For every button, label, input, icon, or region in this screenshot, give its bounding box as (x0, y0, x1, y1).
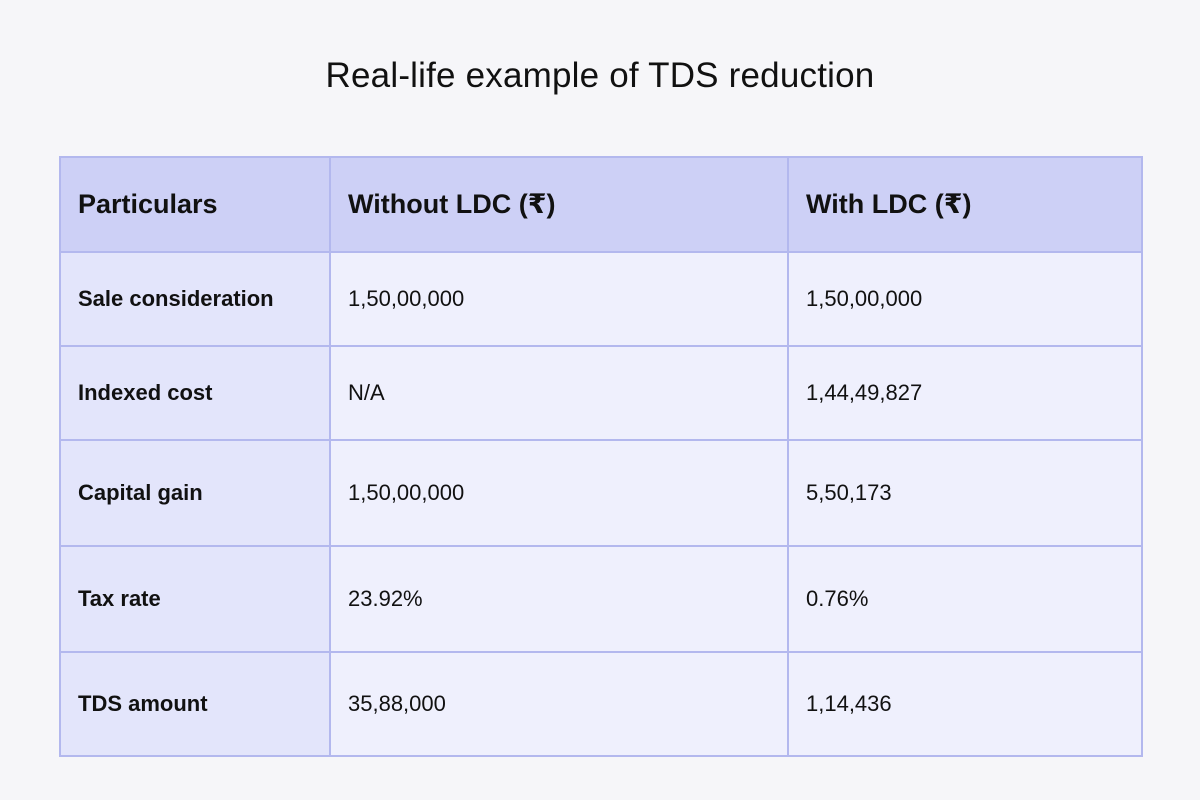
row-label: Sale consideration (59, 251, 331, 347)
table-row: Capital gain 1,50,00,000 5,50,173 (59, 439, 1143, 547)
tds-comparison-table: Particulars Without LDC (₹) With LDC (₹)… (59, 156, 1143, 757)
value-without-ldc: 35,88,000 (329, 651, 789, 757)
header-particulars: Particulars (59, 156, 331, 253)
value-with-ldc: 1,14,436 (787, 651, 1143, 757)
table-row: Tax rate 23.92% 0.76% (59, 545, 1143, 653)
row-label: TDS amount (59, 651, 331, 757)
page-title: Real-life example of TDS reduction (325, 56, 875, 95)
row-label: Indexed cost (59, 345, 331, 441)
row-label: Capital gain (59, 439, 331, 547)
value-without-ldc: 1,50,00,000 (329, 439, 789, 547)
value-without-ldc: 23.92% (329, 545, 789, 653)
header-without-ldc: Without LDC (₹) (329, 156, 789, 253)
table-row: TDS amount 35,88,000 1,14,436 (59, 651, 1143, 757)
row-label: Tax rate (59, 545, 331, 653)
table-row: Indexed cost N/A 1,44,49,827 (59, 345, 1143, 441)
value-with-ldc: 1,44,49,827 (787, 345, 1143, 441)
value-without-ldc: N/A (329, 345, 789, 441)
value-with-ldc: 5,50,173 (787, 439, 1143, 547)
header-with-ldc: With LDC (₹) (787, 156, 1143, 253)
value-with-ldc: 1,50,00,000 (787, 251, 1143, 347)
table-row: Sale consideration 1,50,00,000 1,50,00,0… (59, 251, 1143, 347)
table-header-row: Particulars Without LDC (₹) With LDC (₹) (59, 156, 1143, 253)
value-without-ldc: 1,50,00,000 (329, 251, 789, 347)
value-with-ldc: 0.76% (787, 545, 1143, 653)
